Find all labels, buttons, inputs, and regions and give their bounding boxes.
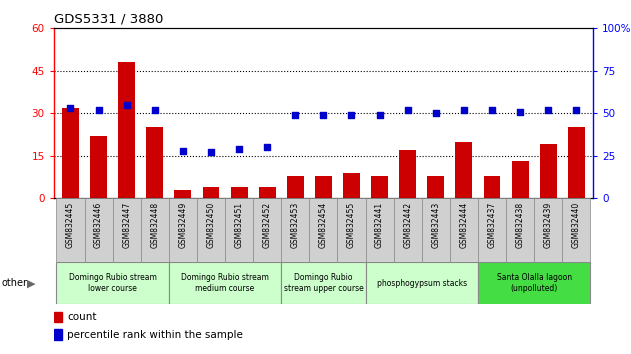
Bar (338, 198, 365, 262)
Bar (281, 262, 365, 304)
Text: GSM832443: GSM832443 (431, 201, 440, 248)
Text: GSM832442: GSM832442 (403, 201, 412, 247)
Bar (456, 142, 473, 198)
Bar (562, 198, 591, 262)
Text: GSM832440: GSM832440 (572, 201, 581, 248)
Bar (141, 198, 169, 262)
Text: count: count (67, 312, 97, 322)
Bar (343, 173, 360, 198)
Bar (365, 198, 394, 262)
Text: GSM832452: GSM832452 (262, 201, 272, 247)
Text: phosphogypsum stacks: phosphogypsum stacks (377, 279, 467, 288)
Bar (365, 262, 478, 304)
Bar (118, 62, 135, 198)
Bar (540, 144, 557, 198)
Bar (450, 198, 478, 262)
Bar (197, 198, 225, 262)
Text: GSM832454: GSM832454 (319, 201, 328, 248)
Text: GSM832444: GSM832444 (459, 201, 468, 248)
Point (262, 144, 272, 150)
Bar (169, 198, 197, 262)
Text: GSM832448: GSM832448 (150, 201, 159, 247)
Point (318, 112, 328, 118)
Text: ▶: ▶ (27, 278, 35, 288)
Bar (85, 198, 113, 262)
Point (431, 110, 441, 116)
Bar (315, 176, 332, 198)
Bar (259, 187, 276, 198)
Bar (534, 198, 562, 262)
Text: GSM832447: GSM832447 (122, 201, 131, 248)
Bar (113, 198, 141, 262)
Bar (399, 150, 416, 198)
Point (571, 107, 581, 113)
Bar (568, 127, 585, 198)
Text: GSM832438: GSM832438 (516, 201, 524, 247)
Bar (253, 198, 281, 262)
Text: GSM832455: GSM832455 (347, 201, 356, 248)
Text: Domingo Rubio stream
lower course: Domingo Rubio stream lower course (69, 274, 156, 293)
Point (515, 109, 525, 114)
Text: Domingo Rubio stream
medium course: Domingo Rubio stream medium course (181, 274, 269, 293)
Bar (56, 198, 85, 262)
Point (290, 112, 300, 118)
Point (178, 148, 188, 154)
Bar (203, 187, 220, 198)
Bar (174, 190, 191, 198)
Text: GSM832441: GSM832441 (375, 201, 384, 247)
Bar (225, 198, 253, 262)
Bar (371, 176, 388, 198)
Point (375, 112, 385, 118)
Point (487, 107, 497, 113)
Point (150, 107, 160, 113)
Bar (169, 262, 281, 304)
Bar (281, 198, 309, 262)
Point (459, 107, 469, 113)
Text: GSM832446: GSM832446 (94, 201, 103, 248)
Bar (309, 198, 338, 262)
Bar (427, 176, 444, 198)
Text: GSM832450: GSM832450 (206, 201, 216, 248)
Point (543, 107, 553, 113)
Point (93, 107, 103, 113)
Bar (422, 198, 450, 262)
Text: GDS5331 / 3880: GDS5331 / 3880 (54, 13, 163, 26)
Bar (287, 176, 304, 198)
Bar (54, 312, 62, 322)
Text: GSM832449: GSM832449 (179, 201, 187, 248)
Bar (512, 161, 529, 198)
Text: percentile rank within the sample: percentile rank within the sample (67, 330, 243, 339)
Text: GSM832445: GSM832445 (66, 201, 75, 248)
Bar (90, 136, 107, 198)
Bar (478, 198, 506, 262)
Bar (483, 176, 500, 198)
Point (346, 112, 357, 118)
Text: GSM832437: GSM832437 (488, 201, 497, 248)
Text: GSM832439: GSM832439 (544, 201, 553, 248)
Point (234, 146, 244, 152)
Point (403, 107, 413, 113)
Bar (506, 198, 534, 262)
Bar (231, 187, 247, 198)
Bar (394, 198, 422, 262)
Text: GSM832451: GSM832451 (235, 201, 244, 247)
Bar (54, 329, 62, 340)
Bar (56, 262, 169, 304)
Point (66, 105, 76, 111)
Text: Domingo Rubio
stream upper course: Domingo Rubio stream upper course (283, 274, 363, 293)
Point (122, 102, 132, 108)
Point (206, 149, 216, 155)
Bar (146, 127, 163, 198)
Text: Santa Olalla lagoon
(unpolluted): Santa Olalla lagoon (unpolluted) (497, 274, 572, 293)
Bar (478, 262, 591, 304)
Text: other: other (2, 278, 28, 288)
Text: GSM832453: GSM832453 (291, 201, 300, 248)
Bar (62, 108, 79, 198)
